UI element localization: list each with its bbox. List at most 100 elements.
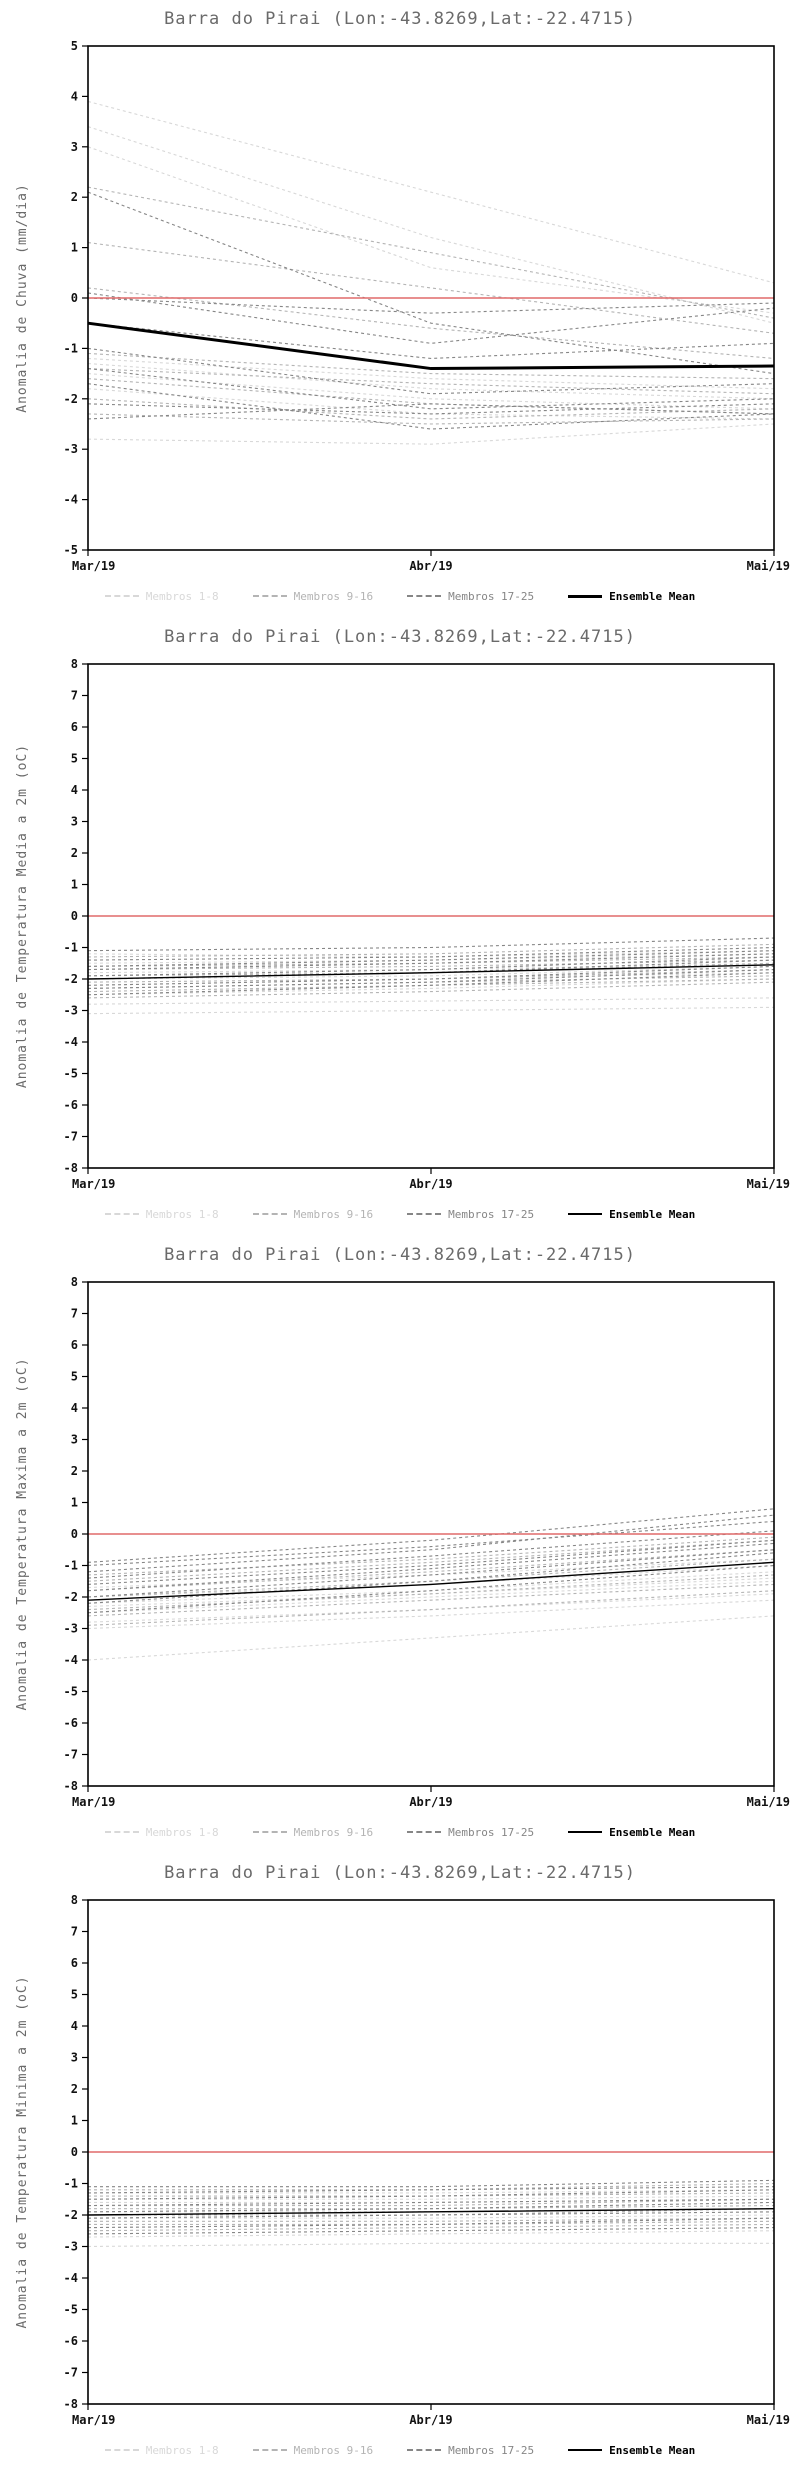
y-tick-label: -2 [64, 1590, 78, 1604]
legend-label: Ensemble Mean [609, 2443, 696, 2457]
chart-title: Barra do Pirai (Lon:-43.8269,Lat:-22.471… [164, 1245, 636, 1265]
chart-legend: Membros 1-8 Membros 9-16 Membros 17-25 E… [0, 1202, 800, 1226]
ensemble-member-line [87, 1564, 775, 1614]
plot-frame [87, 1281, 775, 1787]
y-tick-label: 3 [71, 140, 78, 154]
y-tick-label: -5 [64, 1685, 78, 1699]
ensemble-member-line [87, 2227, 775, 2235]
chart-panel-temp-minima: Barra do Pirai (Lon:-43.8269,Lat:-22.471… [0, 1854, 800, 2472]
x-tick-label: Abr/19 [409, 2413, 452, 2427]
legend-item-membros-1-8: Membros 1-8 [104, 1207, 219, 1221]
chart-title: Barra do Pirai (Lon:-43.8269,Lat:-22.471… [164, 627, 636, 647]
y-tick-label: -2 [64, 972, 78, 986]
y-tick-label: 0 [71, 291, 78, 305]
ensemble-member-line [88, 2195, 775, 2200]
ensemble-member-line [87, 2201, 775, 2213]
x-tick-label: Mai/19 [747, 2413, 790, 2427]
legend-item-membros-9-16: Membros 9-16 [252, 590, 373, 603]
y-tick-label: 2 [71, 846, 78, 860]
ensemble-member-line [87, 1599, 775, 1630]
y-tick-label: -6 [64, 1098, 78, 1112]
legend-label: Ensemble Mean [609, 589, 696, 603]
x-tick-label: Mar/19 [72, 2413, 115, 2427]
y-tick-label: -7 [64, 1748, 78, 1762]
legend-line-sample [252, 1213, 287, 1215]
ensemble-member-line [87, 2217, 775, 2229]
ensemble-member-line [87, 1542, 775, 1592]
ensemble-member-line [87, 997, 775, 1005]
x-tick-label: Mar/19 [72, 559, 115, 573]
y-tick-label: -3 [64, 2240, 78, 2254]
ensemble-member-line [87, 946, 775, 961]
legend-label: Membros 17-25 [448, 589, 535, 603]
ensemble-member-line [88, 2214, 775, 2219]
legend-label: Membros 17-25 [448, 1825, 535, 1839]
legend-item-ensemble-mean: Ensemble Mean [568, 590, 695, 603]
ensemble-member-line [87, 146, 775, 314]
ensemble-member-line [87, 357, 775, 390]
legend-line-sample [568, 594, 603, 598]
ensemble-member-line [87, 292, 775, 344]
ensemble-member-line [87, 368, 775, 410]
y-tick-label: -4 [64, 1653, 78, 1667]
ensemble-member-line [87, 1530, 775, 1579]
y-tick-label: -5 [64, 543, 78, 557]
ensemble-member-line [87, 1539, 775, 1585]
x-tick-label: Mai/19 [747, 1795, 790, 1809]
y-tick-label: 4 [71, 783, 78, 797]
y-tick-label: 1 [71, 241, 78, 255]
y-tick-label: 2 [71, 1464, 78, 1478]
y-tick-label: -8 [64, 1779, 78, 1793]
ensemble-member-line [87, 368, 775, 395]
y-tick-label: 1 [71, 1496, 78, 1510]
chart-plot-temp-maxima: Anomalia de Temperatura Maxima a 2m (oC)… [15, 1275, 790, 1809]
legend-label: Membros 1-8 [145, 1207, 219, 1221]
y-tick-label: -2 [64, 2208, 78, 2222]
ensemble-member-line [87, 953, 775, 971]
ensemble-member-line [87, 403, 775, 415]
y-tick-label: -1 [64, 1559, 78, 1573]
ensemble-member-line [87, 1580, 775, 1614]
ensemble-member-line [87, 1549, 775, 1598]
legend-label: Membros 1-8 [145, 1825, 219, 1839]
ensemble-member-line [87, 2198, 775, 2207]
chart-plot-temp-media: Anomalia de Temperatura Media a 2m (oC) -… [15, 657, 790, 1191]
y-tick-label: -4 [64, 2271, 78, 2285]
legend-item-ensemble-mean: Ensemble Mean [568, 1208, 695, 1221]
y-tick-label: -3 [64, 1004, 78, 1018]
ensemble-mean-line [87, 2208, 775, 2216]
y-tick-label: 0 [71, 1527, 78, 1541]
y-axis-label: Anomalia de Chuva (mm/dia) [15, 183, 30, 413]
legend-item-membros-9-16: Membros 9-16 [252, 1826, 373, 1839]
x-tick-label: Abr/19 [409, 1177, 452, 1191]
chart-panel-temp-maxima: Barra do Pirai (Lon:-43.8269,Lat:-22.471… [0, 1236, 800, 1854]
ensemble-member-line [87, 2189, 775, 2200]
y-tick-label: 3 [71, 1433, 78, 1447]
legend-label: Membros 17-25 [448, 1207, 535, 1221]
y-tick-label: 6 [71, 720, 78, 734]
y-tick-label: 6 [71, 1338, 78, 1352]
legend-item-membros-1-8: Membros 1-8 [104, 590, 219, 603]
ensemble-member-line [87, 959, 775, 971]
y-tick-label: 2 [71, 2082, 78, 2096]
ensemble-member-line [87, 126, 775, 324]
legend-line-sample [407, 1831, 442, 1833]
y-tick-label: 4 [71, 2019, 78, 2033]
y-tick-label: 5 [71, 1370, 78, 1384]
y-tick-label: 8 [71, 1893, 78, 1907]
y-tick-label: -2 [64, 392, 78, 406]
y-tick-label: 1 [71, 2114, 78, 2128]
ensemble-member-line [87, 1552, 775, 1604]
ensemble-member-line [87, 322, 775, 360]
ensemble-member-line [87, 969, 775, 989]
legend-line-sample [252, 595, 287, 597]
legend-item-membros-1-8: Membros 1-8 [104, 2444, 219, 2457]
y-tick-label: 0 [71, 2145, 78, 2159]
y-tick-label: -5 [64, 2303, 78, 2317]
y-tick-label: 7 [71, 1307, 78, 1321]
legend-item-membros-9-16: Membros 9-16 [252, 1208, 373, 1221]
ensemble-member-line [87, 1539, 775, 1582]
chart-title: Barra do Pirai (Lon:-43.8269,Lat:-22.471… [164, 1863, 636, 1883]
y-tick-label: 4 [71, 89, 78, 103]
x-tick-label: Mar/19 [72, 1177, 115, 1191]
